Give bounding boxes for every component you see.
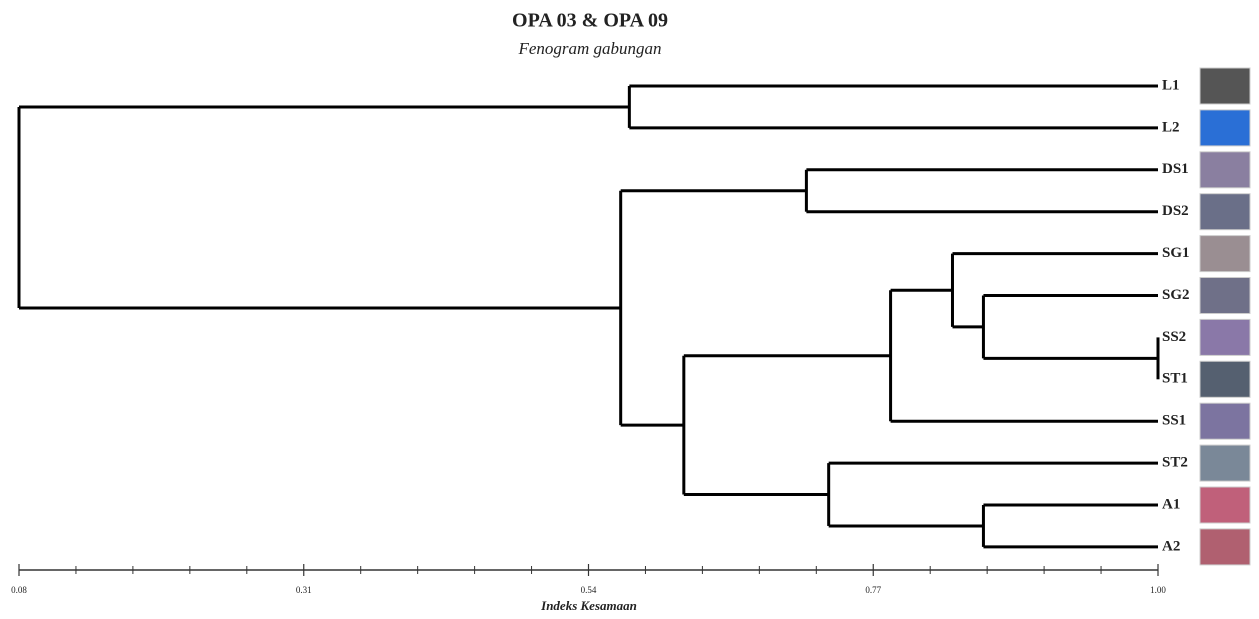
leaf-label: A2 (1162, 538, 1180, 554)
leaf-thumbnail (1199, 486, 1251, 524)
x-tick-label: 0.77 (865, 585, 881, 595)
x-axis-label: Indeks Kesamaan (540, 598, 637, 613)
leaf-thumbnail (1199, 528, 1251, 566)
leaf-thumbnail (1199, 277, 1251, 314)
leaf-label: SS2 (1162, 329, 1186, 345)
x-tick-label: 0.54 (581, 585, 597, 595)
leaf-thumbnail (1199, 318, 1251, 356)
leaf-thumbnail (1199, 109, 1251, 147)
leaf-label: SS1 (1162, 413, 1186, 429)
leaf-thumbnail (1199, 193, 1251, 231)
chart-subtitle: Fenogram gabungan (517, 39, 661, 58)
leaf-thumbnail (1199, 235, 1251, 273)
leaf-thumbnail (1199, 402, 1251, 440)
x-tick-label: 0.08 (11, 585, 27, 595)
leaf-label: SG1 (1162, 245, 1190, 261)
leaf-label: SG2 (1162, 287, 1190, 303)
leaf-thumbnail (1199, 444, 1251, 482)
leaf-label: DS2 (1162, 203, 1189, 219)
chart-title: OPA 03 & OPA 09 (512, 10, 668, 32)
leaf-thumbnail (1199, 360, 1251, 398)
leaf-label: DS1 (1162, 161, 1189, 177)
x-tick-label: 0.31 (296, 585, 312, 595)
leaf-thumbnail (1199, 67, 1251, 105)
leaf-label: ST2 (1162, 455, 1188, 471)
leaf-label: A1 (1162, 496, 1180, 512)
leaf-label: ST1 (1162, 371, 1188, 387)
leaf-label: L1 (1162, 77, 1180, 93)
leaf-thumbnail (1199, 151, 1251, 189)
x-tick-label: 1.00 (1150, 585, 1166, 595)
leaf-label: L2 (1162, 119, 1180, 135)
